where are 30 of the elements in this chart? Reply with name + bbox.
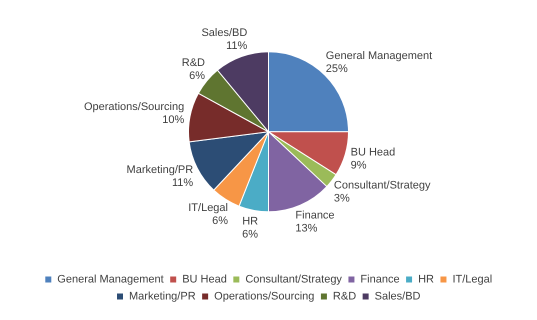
slice-label: Finance [295, 209, 335, 222]
legend-label: General Management [57, 274, 164, 286]
data-label: 3% [334, 192, 350, 204]
data-label: 10% [162, 114, 184, 126]
legend-label: HR [418, 274, 434, 286]
slice-label: Consultant/Strategy [334, 179, 432, 192]
slice-label: HR [242, 216, 258, 228]
data-label: 25% [326, 63, 348, 76]
slice-label: Marketing/PR [126, 164, 194, 176]
legend-label: Marketing/PR [129, 290, 196, 303]
legend-label: BU Head [182, 274, 227, 286]
slice-label: Operations/Sourcing [84, 100, 184, 113]
data-label: 11% [172, 176, 194, 189]
data-label: 6% [242, 228, 258, 241]
data-label: 11% [226, 40, 248, 52]
legend-label: IT/Legal [452, 274, 492, 286]
data-label: 9% [350, 160, 367, 172]
slice-label: General Management [326, 50, 432, 62]
slice-label: Sales/BD [201, 27, 248, 40]
data-label: 13% [295, 222, 318, 234]
legend-label: Sales/BD [374, 290, 421, 303]
legend-label: Operations/Sourcing [214, 290, 314, 303]
data-label: 6% [212, 215, 228, 228]
slice-label: BU Head [350, 146, 396, 159]
legend-label: Finance [360, 274, 400, 286]
data-label: 6% [189, 70, 206, 82]
legend-label: Consultant/Strategy [245, 274, 342, 286]
legend-label: R&D [332, 290, 356, 303]
slice-label: R&D [182, 56, 206, 69]
slice-label: IT/Legal [188, 202, 228, 214]
